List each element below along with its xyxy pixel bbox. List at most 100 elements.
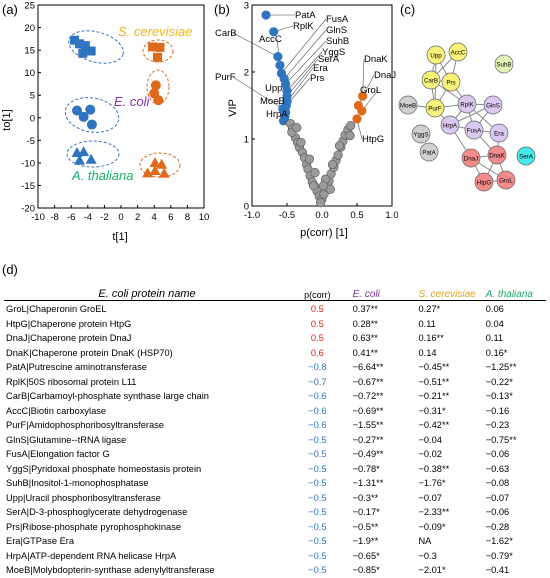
scer-value-cell: −0.09* [412,520,479,535]
network-node-label: HrpA [443,123,458,130]
network-node-label: FusA [467,128,482,135]
protein-name-cell: GroL|Chaperonin GroEL [4,302,288,317]
col-header-athal: A. thaliana [480,280,546,301]
point-label: DnaK [364,54,388,65]
vip-point [346,121,355,130]
ecoli-value-cell: −0.85* [347,563,413,578]
y-tick-label: 1 [244,135,249,146]
protein-name-cell: Prs|Ribose-phosphate pyrophosphokinase [4,520,288,535]
scer-value-cell: NA [412,534,479,549]
network-node-label: DnaK [489,153,505,160]
network-node-label: Upp [430,53,442,60]
athal-value-cell: −0.79* [480,549,546,564]
protein-name-cell: Upp|Uracil phosphoribosyltransferase [4,491,288,506]
vip-point-highlight [273,52,282,61]
ecoli-value-cell: −0.69** [347,404,413,419]
network-node-label: HtpG [477,180,492,187]
col-header-scer: S. cerevisiae [412,280,479,301]
network-node-label: GroL [499,178,513,185]
protein-name-cell: DnaK|Chaperone protein DnaK (HSP70) [4,346,288,361]
ecoli-value-cell: −1.9** [347,534,413,549]
point-label: HrpA [266,109,288,120]
y-tick-label: -10 [21,158,35,169]
ecoli-value-cell: −0.17* [347,505,413,520]
vip-point [346,131,355,140]
data-point-triangle [78,146,89,156]
x-tick-label: 6 [168,212,173,223]
protein-name-cell: PatA|Putrescine aminotransferase [4,360,288,375]
athal-value-cell: 0.06 [480,302,546,317]
x-tick-label: 2 [135,212,140,223]
athal-value-cell: −0.13* [480,389,546,404]
athal-value-cell: 0.16* [480,346,546,361]
protein-name-cell: SerA|D-3-phosphoglycerate dehydrogenase [4,505,288,520]
network-node-label: PurF [428,106,442,113]
label-s-cerevisiae: S. cerevisiae [118,24,192,39]
plot-a-ylabel: to[1] [1,109,13,130]
col-header-ecoli: E. coli [347,280,413,301]
table-row: RplK|50S ribosomal protein L11−0.7−0.67*… [4,375,546,390]
pcorr-cell: −0.5 [288,433,347,448]
x-tick-label: -0.5 [279,210,295,221]
point-label: GroL [360,85,381,96]
point-label: Prs [310,73,325,84]
x-tick-label: 0.0 [315,210,328,221]
table-row: Prs|Ribose-phosphate pyrophosphokinase −0… [4,520,546,535]
table-row: PatA|Putrescine aminotransferase−0.8−6.6… [4,360,546,375]
pcorr-cell: −0.5 [288,476,347,491]
athal-value-cell: −0.23 [480,418,546,433]
x-tick-label: -8 [50,212,58,223]
table-row: CarB|Carbamoyl-phosphate synthase large … [4,389,546,404]
scer-value-cell: −0.51** [412,375,479,390]
table-row: GlnS|Glutamine--tRNA ligase−0.5−0.27**−0… [4,433,546,448]
network-node-label: YggS [413,132,428,139]
ecoli-value-cell: 0.37** [347,302,413,317]
protein-name-cell: Era|GTPase Era [4,534,288,549]
point-label: MoeB [260,96,285,107]
pcorr-cell: 0.5 [288,331,347,346]
scer-value-cell: −0.31* [412,404,479,419]
network-node-label: DnaJ [464,156,478,163]
data-point-circle [153,95,163,105]
x-tick-label: 4 [152,212,157,223]
scer-value-cell: −1.76* [412,476,479,491]
network-node-label: MoeB [400,103,416,110]
protein-name-cell: RplK|50S ribosomal protein L11 [4,375,288,390]
pcorr-cell: −0.5 [288,549,347,564]
x-tick-label: -2 [100,212,108,223]
pcorr-cell: 0.5 [288,317,347,332]
x-tick-label: 10 [199,212,210,223]
point-label: Upp [265,83,282,94]
table-row: MoeB|Molybdopterin-synthase adenylyltran… [4,563,546,578]
x-tick-label: 8 [185,212,190,223]
table-row: DnaK|Chaperone protein DnaK (HSP70)0.6 0.… [4,346,546,361]
x-tick-label: 1.0 [385,210,398,221]
pcorr-cell: −0.7 [288,375,347,390]
pcorr-cell: −0.5 [288,534,347,549]
protein-name-cell: AccC|Biotin carboxylase [4,404,288,419]
data-point-square [87,47,96,56]
network-node-label: PatA [422,150,436,157]
x-tick-label: -1.0 [244,210,260,221]
vip-point [316,198,325,207]
y-tick-label: -5 [27,136,35,147]
x-tick-label: 0 [118,212,123,223]
vip-point [305,155,314,164]
scer-value-cell: −0.04 [412,433,479,448]
panel-a-label: (a) [2,2,18,17]
pcorr-cell: 0.5 [288,302,347,317]
network-node-label: AccC [451,50,466,57]
scer-value-cell: −0.07 [412,491,479,506]
table-row: Upp|Uracil phosphoribosyltransferase−0.5… [4,491,546,506]
scer-value-cell: −2.33** [412,505,479,520]
athal-value-cell: −1.25** [480,360,546,375]
ecoli-value-cell: −0.72** [347,389,413,404]
pcorr-cell: 0.6 [288,346,347,361]
ecoli-value-cell: 0.28** [347,317,413,332]
data-point-square [78,49,87,58]
athal-value-cell: −0.63 [480,462,546,477]
